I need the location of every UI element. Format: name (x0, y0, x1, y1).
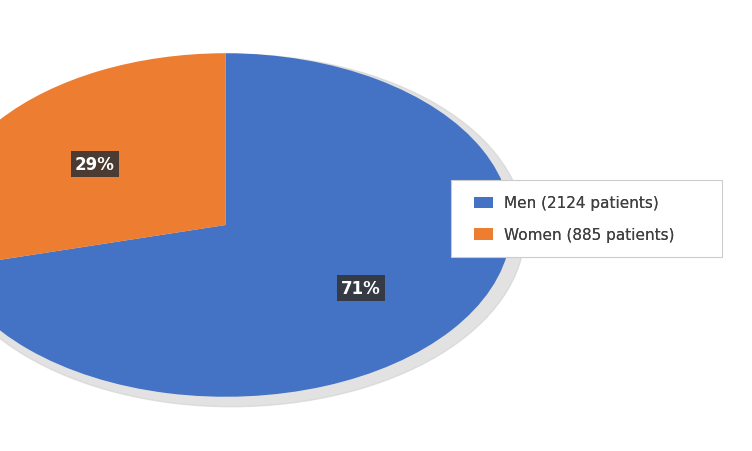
Text: Women (885 patients): Women (885 patients) (504, 227, 675, 242)
FancyBboxPatch shape (474, 229, 493, 240)
Wedge shape (0, 54, 511, 397)
Wedge shape (0, 54, 226, 268)
FancyBboxPatch shape (474, 197, 493, 208)
Text: Women (885 patients): Women (885 patients) (504, 227, 675, 242)
FancyBboxPatch shape (451, 180, 722, 257)
FancyBboxPatch shape (474, 229, 493, 240)
FancyBboxPatch shape (474, 197, 493, 208)
Ellipse shape (0, 55, 525, 407)
Text: 29%: 29% (74, 156, 114, 174)
Text: 71%: 71% (341, 280, 381, 298)
Text: Men (2124 patients): Men (2124 patients) (504, 195, 659, 211)
Text: Men (2124 patients): Men (2124 patients) (504, 195, 659, 211)
